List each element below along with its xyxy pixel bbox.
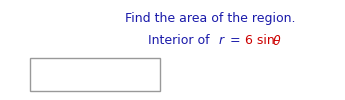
Bar <box>30 58 160 91</box>
Text: Interior of: Interior of <box>148 34 214 47</box>
Text: =: = <box>226 34 245 47</box>
Text: $r$: $r$ <box>218 34 226 47</box>
Text: 6 sin: 6 sin <box>245 34 279 47</box>
Text: $\theta$: $\theta$ <box>272 34 282 48</box>
Text: Find the area of the region.: Find the area of the region. <box>125 12 295 25</box>
